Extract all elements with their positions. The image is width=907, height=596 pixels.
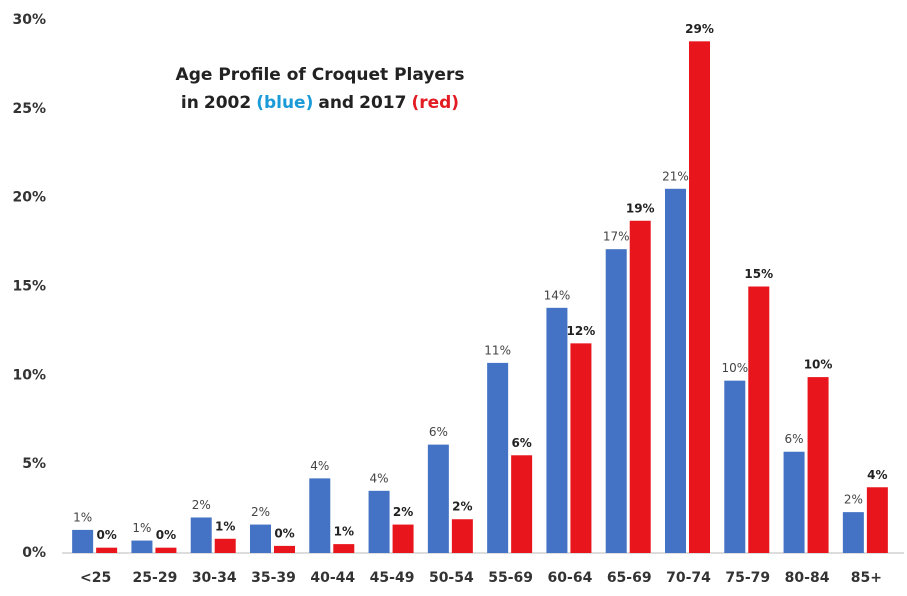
bar xyxy=(368,490,390,553)
value-label: 6% xyxy=(429,425,448,439)
y-tick-label: 20% xyxy=(12,190,46,206)
chart-subtitle: in 2002 (blue) and 2017 (red) xyxy=(181,93,459,113)
y-tick-label: 25% xyxy=(12,101,46,117)
value-label: 2% xyxy=(393,505,413,519)
value-label: 4% xyxy=(867,468,887,482)
y-tick-label: 30% xyxy=(12,12,46,28)
subtitle-part: in xyxy=(181,93,199,113)
value-label: 10% xyxy=(721,361,748,375)
bar xyxy=(724,380,746,553)
x-tick-label: 40-44 xyxy=(310,570,355,586)
bar xyxy=(309,478,331,553)
subtitle-part: 2002 xyxy=(204,93,251,113)
value-label: 2% xyxy=(192,498,211,512)
value-label: 6% xyxy=(785,432,804,446)
bar xyxy=(392,524,414,553)
bar xyxy=(214,538,236,553)
y-tick-label: 10% xyxy=(12,367,46,383)
bar xyxy=(783,451,805,553)
subtitle-part: 2017 xyxy=(359,93,406,113)
x-tick-label: 60-64 xyxy=(548,570,593,586)
value-label: 0% xyxy=(156,528,176,542)
bar xyxy=(427,444,449,553)
bar xyxy=(487,362,509,553)
value-label: 0% xyxy=(274,526,294,540)
x-tick-label: 35-39 xyxy=(251,570,296,586)
value-label: 10% xyxy=(804,358,833,372)
bar xyxy=(605,249,627,553)
value-label: 4% xyxy=(310,459,329,473)
value-label: 2% xyxy=(452,500,472,514)
y-tick-label: 0% xyxy=(22,545,46,561)
bar xyxy=(629,220,651,553)
value-label: 1% xyxy=(132,521,151,535)
bar xyxy=(274,545,295,553)
value-label: 1% xyxy=(73,510,92,524)
value-label: 1% xyxy=(215,519,235,533)
bar xyxy=(72,529,94,553)
value-label: 0% xyxy=(96,528,116,542)
bar xyxy=(451,519,473,553)
value-label: 2% xyxy=(251,505,270,519)
y-tick-label: 15% xyxy=(12,279,46,295)
bar xyxy=(807,377,829,553)
value-label: 2% xyxy=(844,493,863,507)
value-label: 4% xyxy=(370,471,389,485)
bar xyxy=(131,540,153,553)
bar xyxy=(250,524,271,553)
value-label: 11% xyxy=(484,343,511,357)
subtitle-part: and xyxy=(318,93,354,113)
value-label: 6% xyxy=(511,436,531,450)
x-tick-label: 30-34 xyxy=(192,570,237,586)
value-label: 15% xyxy=(744,267,773,281)
bar xyxy=(96,547,118,553)
value-label: 1% xyxy=(334,525,354,539)
bar xyxy=(190,517,212,553)
bar xyxy=(155,547,177,553)
bar xyxy=(665,188,686,554)
chart-title: Age Profile of Croquet Players xyxy=(176,65,465,85)
x-tick-label: 65-69 xyxy=(607,570,652,586)
subtitle-part: (blue) xyxy=(256,93,313,113)
subtitle-part: (red) xyxy=(411,93,459,113)
bar xyxy=(570,343,592,553)
value-label: 14% xyxy=(544,288,571,302)
x-tick-label: <25 xyxy=(80,570,111,586)
value-label: 29% xyxy=(685,22,714,36)
x-tick-label: 80-84 xyxy=(785,570,830,586)
bar xyxy=(866,487,888,553)
bar xyxy=(511,455,533,553)
x-tick-label: 55-69 xyxy=(488,570,533,586)
bar xyxy=(546,307,568,553)
bar xyxy=(689,41,710,553)
x-tick-label: 50-54 xyxy=(429,570,474,586)
bar xyxy=(333,544,355,553)
value-label: 21% xyxy=(662,169,689,183)
value-label: 19% xyxy=(626,201,655,215)
value-label: 17% xyxy=(603,230,630,244)
value-label: 12% xyxy=(567,324,596,338)
x-tick-label: 25-29 xyxy=(133,570,178,586)
bar xyxy=(842,512,864,553)
x-tick-label: 75-79 xyxy=(725,570,770,586)
x-tick-label: 70-74 xyxy=(666,570,711,586)
x-tick-label: 45-49 xyxy=(370,570,415,586)
bar xyxy=(748,286,770,553)
x-tick-label: 85+ xyxy=(851,570,882,586)
y-tick-label: 5% xyxy=(22,456,46,472)
